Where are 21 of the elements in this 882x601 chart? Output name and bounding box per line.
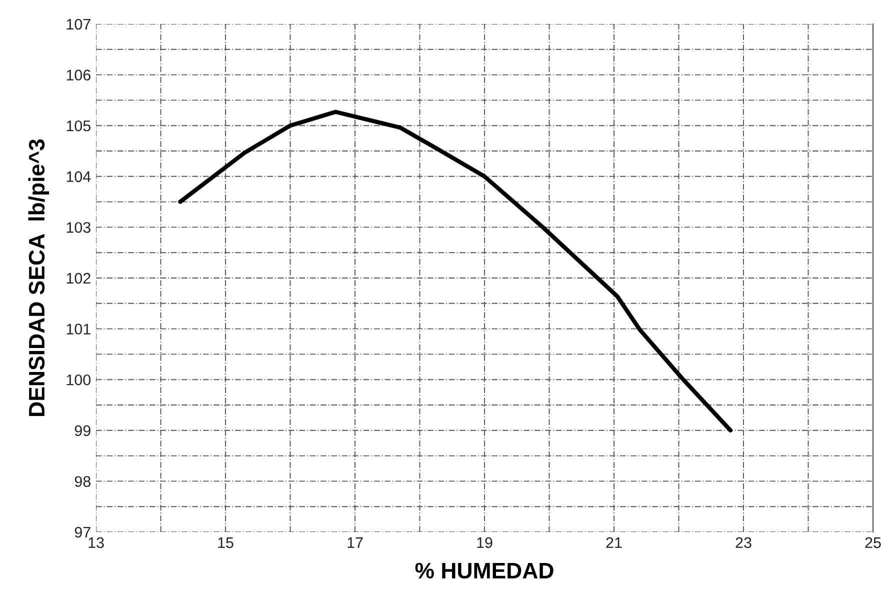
x-tick-label: 17 — [348, 537, 363, 548]
y-tick-label: 98 — [74, 476, 90, 487]
y-tick-label: 105 — [66, 120, 90, 132]
y-tick-label: 100 — [66, 374, 91, 386]
x-tick-label: 15 — [218, 537, 234, 548]
x-tick-label: 21 — [606, 537, 622, 548]
x-axis-title: % HUMEDAD — [415, 562, 554, 579]
y-tick-label: 104 — [66, 171, 91, 182]
y-axis-title: DENSIDAD SECA lb/pie^3 — [28, 139, 49, 416]
y-tick-label: 102 — [66, 272, 90, 284]
x-tick-label: 13 — [88, 537, 104, 548]
x-tick-label: 25 — [865, 537, 881, 548]
line-series — [178, 110, 733, 432]
y-tick-label: 97 — [74, 526, 90, 538]
y-tick-label: 101 — [66, 324, 90, 334]
y-tick-label: 99 — [74, 425, 90, 436]
y-tick-label: 106 — [66, 70, 90, 80]
y-tick-label: 103 — [66, 222, 90, 233]
y-tick-label: 107 — [66, 18, 90, 30]
x-tick-label: 23 — [736, 537, 752, 548]
x-tick-label: 19 — [477, 537, 492, 548]
